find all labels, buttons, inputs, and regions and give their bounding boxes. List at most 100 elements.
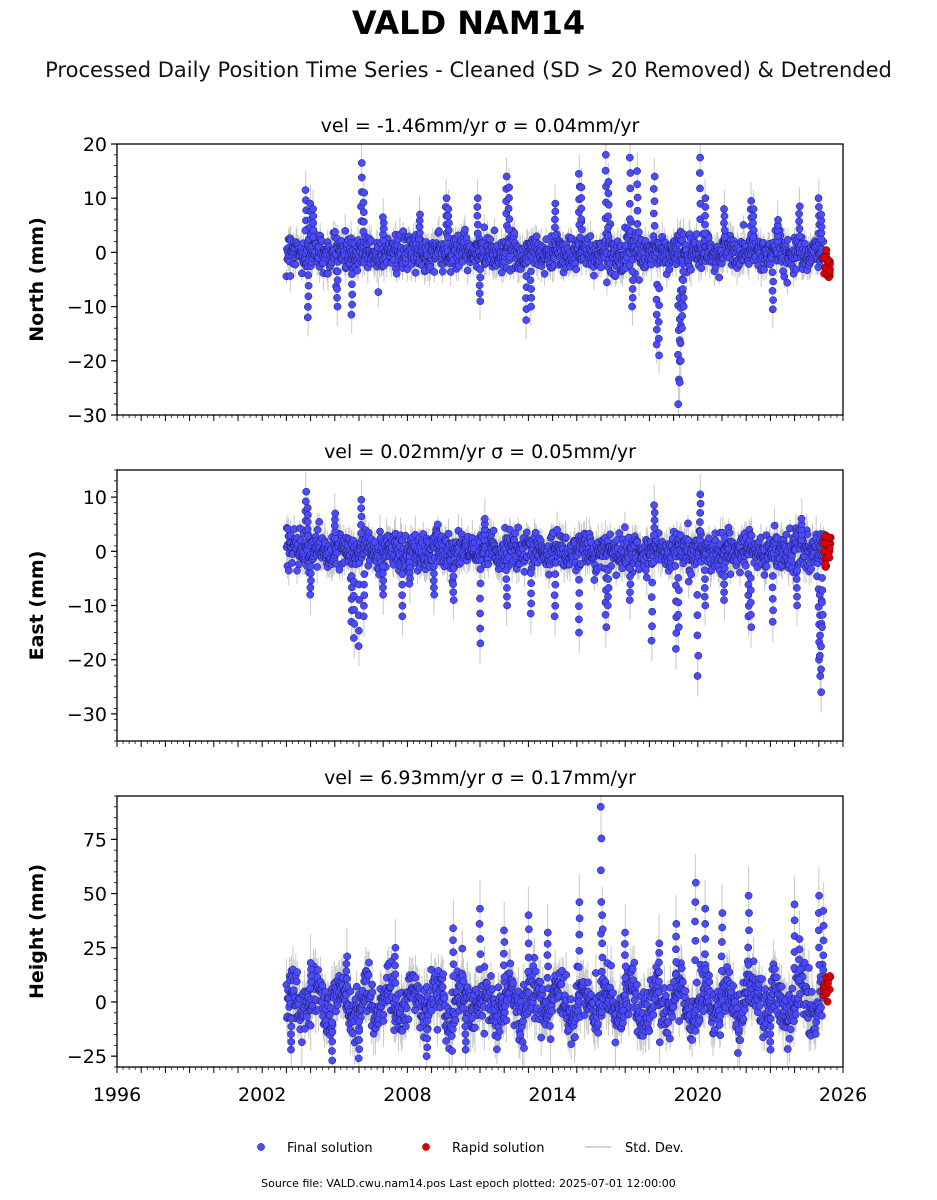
- final-point: [626, 184, 635, 193]
- final-point: [315, 518, 324, 526]
- final-point: [572, 265, 581, 274]
- final-point: [551, 215, 559, 224]
- final-point: [348, 280, 356, 289]
- final-point: [700, 229, 709, 238]
- final-point: [444, 205, 453, 213]
- final-point: [687, 266, 695, 274]
- final-point: [749, 233, 758, 242]
- final-point: [551, 231, 560, 240]
- final-point: [679, 267, 688, 276]
- final-point: [601, 150, 610, 159]
- final-point: [284, 566, 293, 575]
- final-point: [628, 267, 637, 276]
- final-point: [333, 302, 342, 311]
- final-point: [769, 296, 777, 304]
- final-point: [747, 197, 756, 205]
- final-point: [333, 293, 341, 302]
- final-point: [392, 269, 401, 278]
- final-point: [490, 226, 499, 235]
- final-point: [357, 173, 366, 182]
- final-point: [701, 220, 709, 229]
- final-point: [522, 316, 531, 324]
- final-point: [720, 205, 728, 213]
- final-point: [780, 272, 789, 281]
- final-point: [551, 223, 559, 232]
- final-point: [341, 227, 350, 235]
- y-tick-label: 0: [95, 242, 107, 264]
- final-point: [359, 208, 368, 217]
- final-point: [633, 220, 642, 228]
- final-point: [286, 272, 295, 280]
- final-point: [480, 223, 489, 232]
- final-point: [679, 293, 688, 302]
- final-point: [626, 169, 635, 177]
- final-point: [795, 224, 804, 233]
- final-point: [476, 265, 485, 274]
- final-point: [333, 285, 341, 293]
- final-point: [795, 209, 803, 218]
- final-point: [430, 268, 439, 276]
- y-tick-label: 20: [83, 134, 107, 156]
- final-point: [678, 312, 687, 320]
- final-point: [611, 271, 620, 279]
- final-point: [604, 189, 613, 198]
- final-point: [603, 278, 611, 287]
- final-point: [678, 285, 687, 293]
- final-point: [476, 297, 485, 306]
- final-point: [486, 235, 495, 244]
- final-point: [475, 289, 484, 298]
- final-point: [473, 220, 482, 229]
- panel-north: −30 −20 −10 0 10 20 vel = -1.46mm/yr σ = 0.04m…: [26, 115, 844, 427]
- final-point: [551, 207, 560, 216]
- final-point: [309, 205, 317, 213]
- final-point: [473, 211, 482, 220]
- final-point: [473, 194, 482, 203]
- figure-subtitle: Processed Daily Position Time Series - C…: [45, 58, 892, 82]
- final-point: [359, 198, 368, 207]
- final-point: [604, 178, 613, 186]
- final-point: [655, 284, 664, 293]
- final-point: [504, 225, 513, 234]
- final-point: [739, 221, 748, 229]
- final-point: [333, 267, 342, 276]
- rapid-point: [822, 246, 831, 254]
- final-point: [444, 226, 453, 235]
- final-point: [795, 217, 803, 226]
- final-point: [817, 210, 826, 219]
- final-point: [577, 194, 586, 202]
- final-point: [309, 219, 317, 227]
- final-point: [749, 219, 757, 227]
- final-point: [577, 215, 586, 223]
- final-point: [604, 212, 612, 221]
- final-point: [331, 228, 339, 236]
- y-tick-label: 10: [83, 188, 107, 210]
- final-point: [348, 270, 356, 279]
- final-point: [438, 267, 447, 276]
- final-point: [769, 277, 778, 286]
- final-point: [309, 226, 318, 235]
- final-point: [379, 213, 387, 222]
- final-point: [445, 219, 453, 227]
- final-point: [783, 278, 792, 287]
- final-point: [650, 197, 659, 206]
- final-point: [679, 276, 687, 285]
- final-point: [505, 253, 514, 261]
- final-point: [654, 334, 663, 343]
- final-point: [357, 159, 366, 167]
- final-point: [527, 302, 535, 311]
- final-point: [333, 276, 342, 285]
- rapid-point: [825, 267, 834, 275]
- final-point: [435, 227, 443, 235]
- final-point: [476, 273, 485, 282]
- final-point: [304, 271, 313, 280]
- final-point: [504, 204, 513, 213]
- final-point: [815, 203, 823, 211]
- final-point: [695, 169, 704, 177]
- final-point: [304, 292, 313, 301]
- final-point: [792, 265, 801, 274]
- final-point: [288, 559, 296, 567]
- final-point: [766, 260, 774, 269]
- final-point: [715, 273, 724, 282]
- final-point: [701, 194, 710, 203]
